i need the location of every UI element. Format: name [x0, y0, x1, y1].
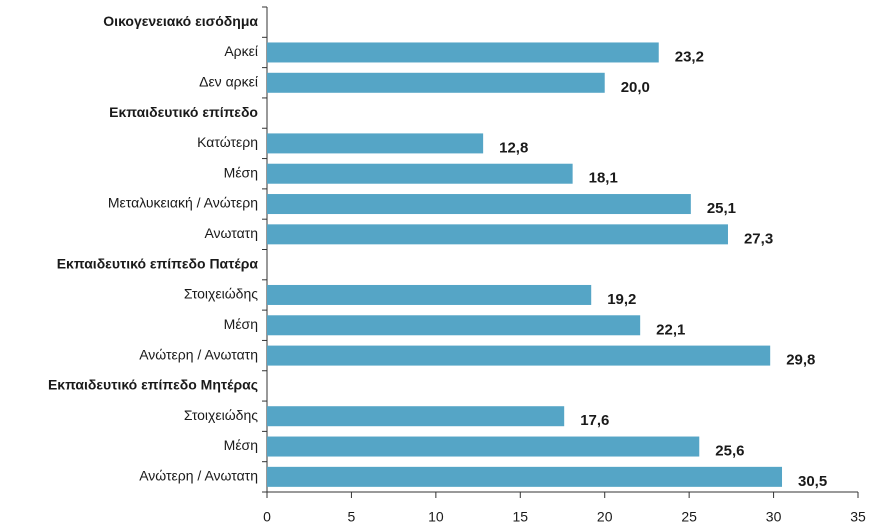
category-label: Στοιχειώδης — [184, 286, 258, 302]
value-label: 29,8 — [786, 352, 815, 369]
bar — [267, 284, 592, 305]
category-label: Κατώτερη — [197, 134, 258, 150]
bar — [267, 224, 728, 245]
bar — [267, 133, 484, 154]
x-tick-label: 30 — [766, 509, 782, 525]
value-label: 30,5 — [798, 473, 827, 490]
bar — [267, 466, 783, 487]
bar — [267, 406, 565, 427]
bar — [267, 194, 691, 215]
value-label: 12,8 — [499, 139, 528, 156]
x-tick-label: 25 — [681, 509, 697, 525]
value-label: 25,6 — [715, 443, 744, 460]
value-label: 18,1 — [589, 170, 618, 187]
category-label: Ανώτερη / Ανωτατη — [139, 346, 258, 362]
value-label: 17,6 — [580, 412, 609, 429]
x-tick-label: 35 — [850, 509, 866, 525]
group-header: Εκπαιδευτικό επίπεδο Μητέρας — [48, 377, 258, 393]
group-header: Οικογενειακό εισόδημα — [103, 13, 258, 29]
bar — [267, 315, 641, 336]
category-label: Μέση — [224, 316, 258, 332]
category-label: Αρκεί — [224, 43, 258, 59]
x-tick-label: 10 — [428, 509, 444, 525]
x-tick-label: 20 — [597, 509, 613, 525]
value-label: 20,0 — [621, 79, 650, 96]
bar — [267, 42, 659, 63]
group-header: Εκπαιδευτικό επίπεδο Πατέρα — [57, 255, 259, 271]
bar — [267, 72, 605, 93]
category-label: Μέση — [224, 437, 258, 453]
category-label: Ανωτατη — [204, 225, 258, 241]
bar — [267, 163, 573, 184]
x-tick-label: 0 — [263, 509, 271, 525]
group-header: Εκπαιδευτικό επίπεδο — [109, 104, 258, 120]
category-label: Δεν αρκεί — [199, 73, 258, 89]
value-label: 19,2 — [607, 291, 636, 308]
value-label: 25,1 — [707, 200, 736, 217]
bar — [267, 436, 700, 457]
value-label: 27,3 — [744, 230, 773, 247]
category-label: Μεταλυκειακή / Ανώτερη — [108, 195, 258, 211]
category-label: Μέση — [224, 164, 258, 180]
category-label: Ανώτερη / Ανωτατη — [139, 468, 258, 484]
bar — [267, 345, 771, 366]
x-tick-label: 15 — [512, 509, 528, 525]
category-label: Στοιχειώδης — [184, 407, 258, 423]
value-label: 23,2 — [675, 48, 704, 65]
x-tick-label: 5 — [348, 509, 356, 525]
value-label: 22,1 — [656, 321, 685, 338]
